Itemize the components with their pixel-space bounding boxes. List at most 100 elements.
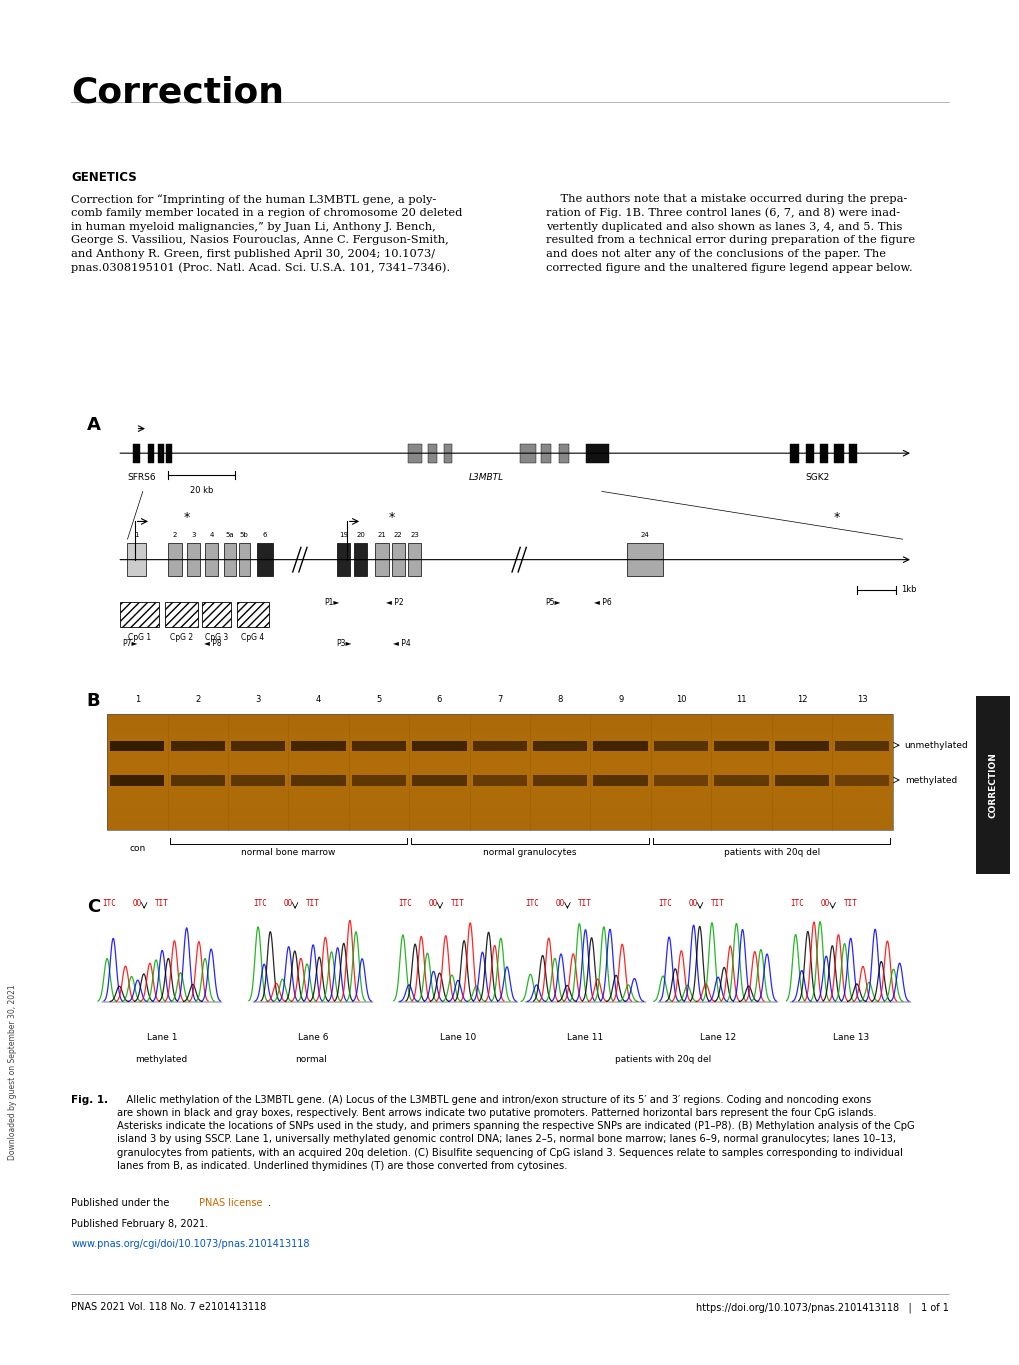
Text: *: * [183, 511, 190, 524]
Text: methylated: methylated [135, 1055, 187, 1065]
Bar [238, 543, 250, 576]
Bar [540, 444, 550, 463]
Text: TIT: TIT [843, 898, 857, 908]
Text: SFRS6: SFRS6 [127, 474, 156, 482]
Text: Correction: Correction [71, 75, 284, 109]
Bar [107, 743, 892, 748]
Text: A: A [87, 416, 101, 434]
Text: SGK2: SGK2 [805, 474, 829, 482]
Text: patients with 20q del: patients with 20q del [722, 848, 819, 857]
Bar [336, 543, 350, 576]
Text: Lane 10: Lane 10 [439, 1033, 476, 1043]
Bar [408, 444, 422, 463]
Text: *: * [833, 511, 839, 524]
Text: 6: 6 [436, 695, 441, 704]
Bar [558, 444, 569, 463]
Text: 21: 21 [377, 532, 386, 538]
Text: www.pnas.org/cgi/doi/10.1073/pnas.2101413118: www.pnas.org/cgi/doi/10.1073/pnas.210141… [71, 1239, 310, 1249]
Text: Lane 11: Lane 11 [567, 1033, 603, 1043]
Text: 6: 6 [263, 532, 267, 538]
Bar [593, 741, 647, 751]
Bar [236, 602, 269, 627]
Text: CpG 4: CpG 4 [242, 633, 264, 643]
Bar [120, 602, 159, 627]
Bar [230, 741, 285, 751]
Bar [205, 543, 218, 576]
Text: 20: 20 [356, 532, 365, 538]
Text: 4: 4 [209, 532, 214, 538]
Text: normal granulocytes: normal granulocytes [483, 848, 576, 857]
Text: ITC: ITC [657, 898, 672, 908]
Text: CpG 2: CpG 2 [170, 633, 193, 643]
Bar [165, 602, 198, 627]
Text: P1►: P1► [324, 598, 339, 607]
Text: 9: 9 [618, 695, 623, 704]
Text: normal: normal [294, 1055, 327, 1065]
Text: CpG 1: CpG 1 [128, 633, 151, 643]
Text: 23: 23 [410, 532, 419, 538]
Bar [107, 719, 892, 726]
Bar [107, 714, 892, 719]
Bar [586, 444, 608, 463]
Bar [352, 741, 406, 751]
Bar [819, 444, 827, 463]
Text: unmethylated: unmethylated [904, 741, 968, 749]
Bar [202, 602, 230, 627]
Bar [443, 444, 451, 463]
Bar [352, 775, 406, 786]
Bar [107, 726, 892, 732]
Bar [412, 775, 466, 786]
Bar [653, 741, 707, 751]
Text: PNAS license: PNAS license [199, 1198, 262, 1208]
Text: Published February 8, 2021.: Published February 8, 2021. [71, 1219, 208, 1228]
Bar [148, 444, 154, 463]
Text: *: * [388, 511, 394, 524]
Text: TIT: TIT [710, 898, 725, 908]
Bar [107, 801, 892, 807]
Bar [653, 775, 707, 786]
Text: PNAS 2021 Vol. 118 No. 7 e2101413118: PNAS 2021 Vol. 118 No. 7 e2101413118 [71, 1302, 266, 1312]
Bar [257, 543, 273, 576]
Bar [848, 444, 856, 463]
Text: 1: 1 [135, 532, 139, 538]
Bar [107, 749, 892, 755]
Text: CORRECTION: CORRECTION [987, 752, 997, 818]
Text: 19: 19 [338, 532, 347, 538]
Text: 5: 5 [376, 695, 381, 704]
Bar [107, 807, 892, 812]
Text: 5b: 5b [239, 532, 249, 538]
Bar [107, 766, 892, 773]
Bar [107, 824, 892, 830]
Bar [472, 741, 527, 751]
Bar [391, 543, 405, 576]
Text: https://doi.org/10.1073/pnas.2101413118   |   1 of 1: https://doi.org/10.1073/pnas.2101413118 … [695, 1302, 948, 1313]
Text: ◄ P6: ◄ P6 [593, 598, 610, 607]
Bar [158, 444, 164, 463]
Text: B: B [87, 692, 100, 710]
Text: Correction for “Imprinting of the human L3MBTL gene, a poly-
comb family member : Correction for “Imprinting of the human … [71, 194, 463, 273]
Bar [170, 741, 224, 751]
Bar [107, 737, 892, 743]
Text: OO: OO [428, 898, 437, 908]
Bar [107, 818, 892, 824]
Text: ◄ P8: ◄ P8 [204, 639, 221, 648]
Text: ITC: ITC [102, 898, 116, 908]
Bar [834, 444, 843, 463]
Bar [230, 775, 285, 786]
Bar [107, 789, 892, 794]
Text: 12: 12 [796, 695, 806, 704]
Bar [110, 775, 164, 786]
Bar [835, 775, 889, 786]
Bar [472, 775, 527, 786]
Text: CpG 3: CpG 3 [205, 633, 227, 643]
Bar [132, 444, 140, 463]
Text: Allelic methylation of the L3MBTL gene. (A) Locus of the L3MBTL gene and intron/: Allelic methylation of the L3MBTL gene. … [117, 1095, 914, 1171]
Text: Lane 1: Lane 1 [147, 1033, 177, 1043]
Text: OO: OO [283, 898, 292, 908]
Bar [428, 444, 436, 463]
Bar [107, 760, 892, 766]
Text: TIT: TIT [450, 898, 465, 908]
Text: normal bone marrow: normal bone marrow [240, 848, 335, 857]
Bar [627, 543, 662, 576]
Bar [975, 696, 1009, 874]
